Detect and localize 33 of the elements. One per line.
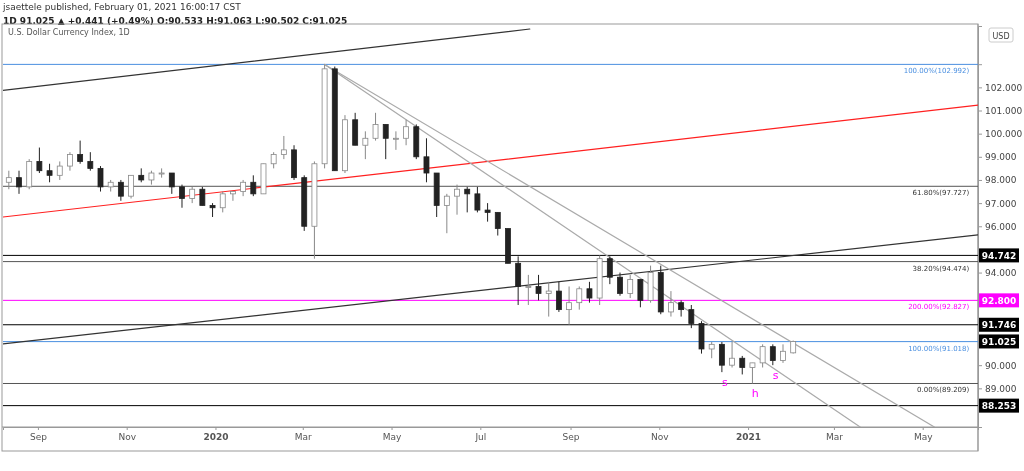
x-tick-label: Sep [562,432,580,443]
y-tick-label: 101.000 [985,105,1023,116]
y-axis-title: USD [992,31,1010,41]
x-tick-label: Mar [294,432,313,443]
x-tick-label: Nov [118,432,137,443]
y-tick-label: 97.000 [985,198,1017,209]
ref-line-label: 91.746 [981,320,1017,331]
chart-subtitle: 1D 91.025 ▲ +0.441 (+0.49%) O:90.533 H:91.063 L:90.502 C:91.025 [3,16,348,26]
x-tick-label: Nov [651,432,670,443]
y-tick-label: 96.000 [985,221,1017,232]
ref-line-label: 92.800 [981,295,1017,306]
x-tick-label: May [382,432,403,443]
x-tick-label: Sep [29,432,48,443]
x-tick-label: May [913,432,934,443]
ref-line-label: 88.253 [981,401,1017,412]
y-tick-label: 94.000 [985,267,1017,278]
x-tick-label: Mar [825,432,844,443]
x-tick-label: 2020 [203,432,229,443]
y-tick-label: 100.000 [985,129,1023,140]
y-tick-label: 102.000 [985,82,1023,93]
text: jsaettele published, February 01, 2021 16:00:17 CST [2,2,242,12]
x-tick-label: 2021 [736,432,762,443]
y-tick-label: 98.000 [985,175,1017,186]
annotation: 91.025 [981,336,1017,347]
annotation: s [721,376,728,390]
y-tick-label: 99.000 [985,152,1017,163]
y-tick-label: 90.000 [985,360,1017,371]
ref-line-label: 94.742 [981,250,1017,261]
y-tick-label: 89.000 [985,383,1017,394]
annotation: s [772,369,779,383]
x-tick-label: Jul [474,432,487,443]
chart-title: U.S. Dollar Currency Index, 1D [8,28,130,37]
annotation: h [751,387,759,401]
